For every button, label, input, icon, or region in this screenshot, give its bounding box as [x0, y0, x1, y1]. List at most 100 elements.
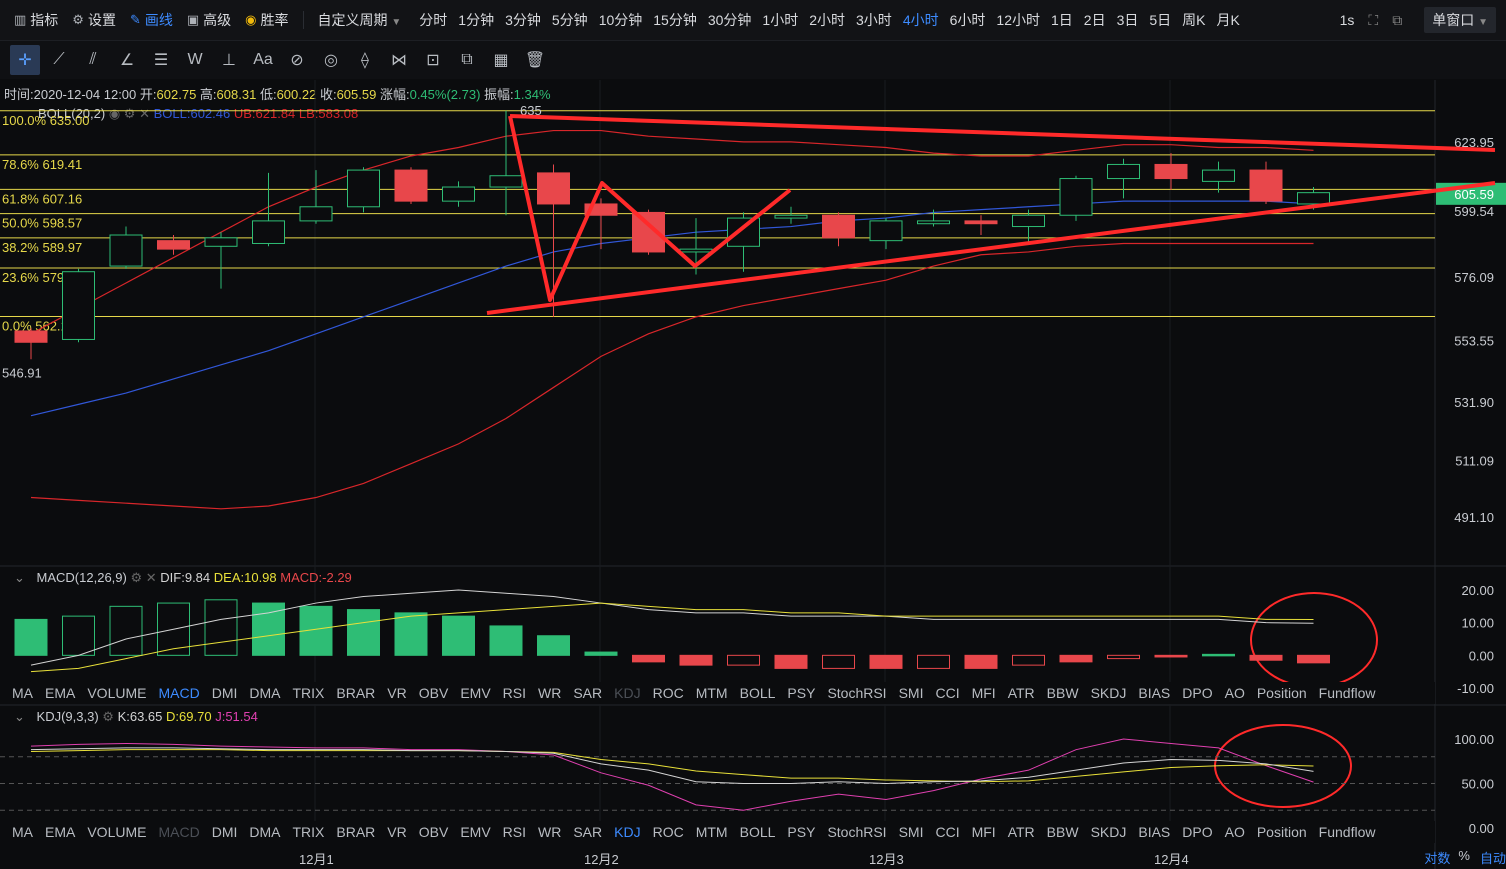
- indicator-tab-psy[interactable]: PSY: [787, 824, 816, 840]
- period-14[interactable]: 2日: [1083, 12, 1106, 28]
- indicator-tab-smi[interactable]: SMI: [898, 824, 924, 840]
- indicator-tab-stochrsi[interactable]: StochRSI: [827, 824, 887, 840]
- lock-icon[interactable]: ⊡: [426, 52, 440, 69]
- gear-icon[interactable]: ⚙: [130, 570, 143, 585]
- period-18[interactable]: 月K: [1216, 12, 1240, 28]
- chevron-down-icon[interactable]: ⌄: [14, 709, 25, 724]
- indicator-tab-position[interactable]: Position: [1256, 824, 1307, 840]
- brush-icon[interactable]: ⟠: [361, 52, 369, 69]
- indicator-tab-smi[interactable]: SMI: [898, 685, 924, 701]
- close-icon[interactable]: ✕: [139, 106, 150, 121]
- indicator-tab-ao[interactable]: AO: [1224, 685, 1245, 701]
- indicator-button[interactable]: ▥ 指标: [14, 12, 59, 28]
- indicator-tab-dmi[interactable]: DMI: [211, 685, 238, 701]
- trash-icon[interactable]: 🗑: [524, 52, 546, 69]
- indicator-tab-macd[interactable]: MACD: [158, 824, 200, 840]
- indicator-tab-sar[interactable]: SAR: [573, 824, 603, 840]
- indicator-tab-ma[interactable]: MA: [12, 685, 33, 701]
- trendline-icon[interactable]: ⟋: [53, 51, 65, 68]
- indicator-tab-skdj[interactable]: SKDJ: [1090, 824, 1127, 840]
- text-icon[interactable]: Aa: [253, 51, 273, 68]
- period-16[interactable]: 5日: [1149, 12, 1172, 28]
- indicator-tab-brar[interactable]: BRAR: [336, 685, 376, 701]
- indicator-tab-brar[interactable]: BRAR: [336, 824, 376, 840]
- period-15[interactable]: 3日: [1116, 12, 1139, 28]
- indicator-tab-volume[interactable]: VOLUME: [87, 685, 147, 701]
- indicator-tab-volume[interactable]: VOLUME: [87, 824, 147, 840]
- indicator-tab-sar[interactable]: SAR: [573, 685, 603, 701]
- auto-toggle[interactable]: 自动: [1479, 851, 1506, 866]
- indicator-tab-position[interactable]: Position: [1256, 685, 1307, 701]
- indicator-tab-rsi[interactable]: RSI: [502, 824, 527, 840]
- indicator-tab-bias[interactable]: BIAS: [1138, 824, 1171, 840]
- period-11[interactable]: 6小时: [949, 12, 986, 28]
- indicator-tab-ao[interactable]: AO: [1224, 824, 1245, 840]
- eye-icon[interactable]: ◉: [108, 106, 121, 121]
- screenshot-icon[interactable]: ⧉: [1392, 11, 1403, 28]
- indicator-tab-dma[interactable]: DMA: [249, 824, 281, 840]
- advanced-button[interactable]: ▣ 高级: [186, 12, 232, 28]
- chart-area[interactable]: 100.0% 635.00 78.6% 619.41 61.8% 607.16 50.…: [0, 80, 1506, 869]
- indicator-tab-ema[interactable]: EMA: [45, 685, 76, 701]
- period-12[interactable]: 12小时: [996, 12, 1040, 28]
- gear-icon[interactable]: ⚙: [123, 106, 136, 121]
- measure-icon[interactable]: ⊥: [222, 52, 236, 69]
- pattern-icon[interactable]: ⋈: [391, 52, 407, 69]
- indicator-tab-mtm[interactable]: MTM: [695, 824, 728, 840]
- indicator-tab-ma[interactable]: MA: [12, 824, 33, 840]
- indicator-tab-dpo[interactable]: DPO: [1182, 685, 1213, 701]
- period-3[interactable]: 5分钟: [551, 12, 588, 28]
- indicator-tab-obv[interactable]: OBV: [418, 824, 449, 840]
- indicator-tab-vr[interactable]: VR: [387, 824, 407, 840]
- indicator-tab-wr[interactable]: WR: [538, 685, 562, 701]
- indicator-tab-vr[interactable]: VR: [387, 685, 407, 701]
- percent-toggle[interactable]: %: [1458, 848, 1470, 863]
- crosshair-icon[interactable]: ✛: [10, 45, 40, 75]
- indicator-tab-rsi[interactable]: RSI: [502, 685, 527, 701]
- indicator-tab-trix[interactable]: TRIX: [292, 685, 325, 701]
- draw-line-button[interactable]: ✎ 画线: [129, 12, 173, 28]
- period-2[interactable]: 3分钟: [505, 12, 541, 28]
- indicator-tab-trix[interactable]: TRIX: [292, 824, 325, 840]
- window-mode-dropdown[interactable]: 单窗口 ▼: [1424, 7, 1496, 33]
- indicator-tab-psy[interactable]: PSY: [787, 685, 816, 701]
- indicator-tab-fundflow[interactable]: Fundflow: [1318, 824, 1376, 840]
- fullscreen-icon[interactable]: ⛶: [1368, 11, 1379, 28]
- multi-line-icon[interactable]: ⫽: [89, 51, 97, 68]
- chevron-down-icon[interactable]: ⌄: [14, 570, 25, 585]
- shape-icon[interactable]: ◎: [324, 52, 338, 69]
- indicator-tab-emv[interactable]: EMV: [460, 685, 491, 701]
- indicator-tab-bbw[interactable]: BBW: [1046, 824, 1079, 840]
- settings-button[interactable]: ⚙ 设置: [72, 12, 116, 28]
- indicator-tab-skdj[interactable]: SKDJ: [1090, 685, 1127, 701]
- wave-icon[interactable]: W: [187, 51, 203, 68]
- refresh-rate[interactable]: 1s: [1339, 12, 1355, 28]
- period-4[interactable]: 10分钟: [598, 12, 643, 28]
- indicator-tab-fundflow[interactable]: Fundflow: [1318, 685, 1376, 701]
- fib-icon[interactable]: ⊘: [290, 52, 304, 69]
- indicator-tab-boll[interactable]: BOLL: [739, 685, 776, 701]
- period-8[interactable]: 2小时: [809, 12, 846, 28]
- indicator-tab-macd[interactable]: MACD: [158, 685, 200, 701]
- indicator-tab-stochrsi[interactable]: StochRSI: [827, 685, 887, 701]
- indicator-tab-roc[interactable]: ROC: [652, 824, 684, 840]
- indicator-tab-ema[interactable]: EMA: [45, 824, 76, 840]
- period-5[interactable]: 15分钟: [653, 12, 697, 28]
- indicator-tab-atr[interactable]: ATR: [1007, 824, 1035, 840]
- period-0[interactable]: 分时: [419, 12, 448, 28]
- period-1[interactable]: 1分钟: [458, 12, 495, 28]
- period-7[interactable]: 1小时: [762, 12, 799, 28]
- indicator-tab-kdj[interactable]: KDJ: [614, 685, 641, 701]
- custom-period-dropdown[interactable]: 自定义周期 ▼: [317, 12, 402, 28]
- period-17[interactable]: 周K: [1182, 12, 1206, 28]
- clone-icon[interactable]: ▦: [493, 52, 509, 69]
- copy-icon[interactable]: ⧉: [461, 51, 473, 68]
- indicator-tab-atr[interactable]: ATR: [1007, 685, 1035, 701]
- indicator-tab-wr[interactable]: WR: [538, 824, 562, 840]
- period-9[interactable]: 3小时: [856, 12, 892, 28]
- indicator-tab-roc[interactable]: ROC: [652, 685, 684, 701]
- indicator-tab-bias[interactable]: BIAS: [1138, 685, 1171, 701]
- indicator-tab-mfi[interactable]: MFI: [971, 685, 996, 701]
- indicator-tab-mtm[interactable]: MTM: [695, 685, 728, 701]
- indicator-tab-dma[interactable]: DMA: [249, 685, 281, 701]
